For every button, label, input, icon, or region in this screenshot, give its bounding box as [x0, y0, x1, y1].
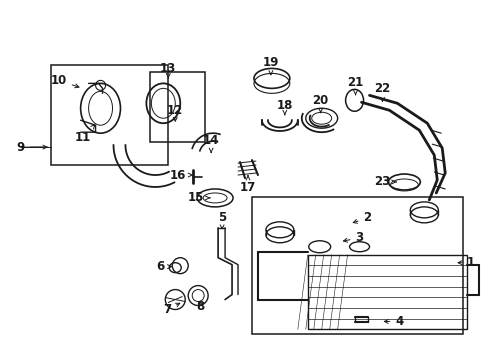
Text: 16: 16: [170, 168, 192, 181]
Text: 8: 8: [196, 300, 204, 313]
Text: 13: 13: [160, 62, 176, 78]
Text: 5: 5: [218, 211, 226, 229]
Text: 18: 18: [276, 99, 292, 115]
Bar: [307, 255, 466, 329]
Text: 20: 20: [312, 94, 328, 113]
Text: 9: 9: [17, 141, 47, 154]
Bar: [251, 197, 462, 334]
Text: 17: 17: [240, 176, 256, 194]
Text: 2: 2: [352, 211, 371, 224]
Text: 4: 4: [384, 315, 403, 328]
Bar: [150, 72, 205, 142]
Text: 6: 6: [156, 260, 171, 273]
Text: 21: 21: [347, 76, 363, 95]
Text: 15: 15: [187, 192, 209, 204]
Text: 23: 23: [374, 175, 395, 189]
Text: 19: 19: [262, 56, 279, 75]
Text: 22: 22: [374, 82, 390, 101]
Text: 3: 3: [343, 231, 363, 244]
Text: 12: 12: [167, 104, 183, 121]
Text: 1: 1: [457, 256, 474, 269]
Bar: [51, 66, 168, 165]
Text: 10: 10: [50, 74, 79, 88]
Text: 14: 14: [203, 134, 219, 152]
Text: 11: 11: [74, 125, 95, 144]
Text: 7: 7: [163, 303, 180, 316]
